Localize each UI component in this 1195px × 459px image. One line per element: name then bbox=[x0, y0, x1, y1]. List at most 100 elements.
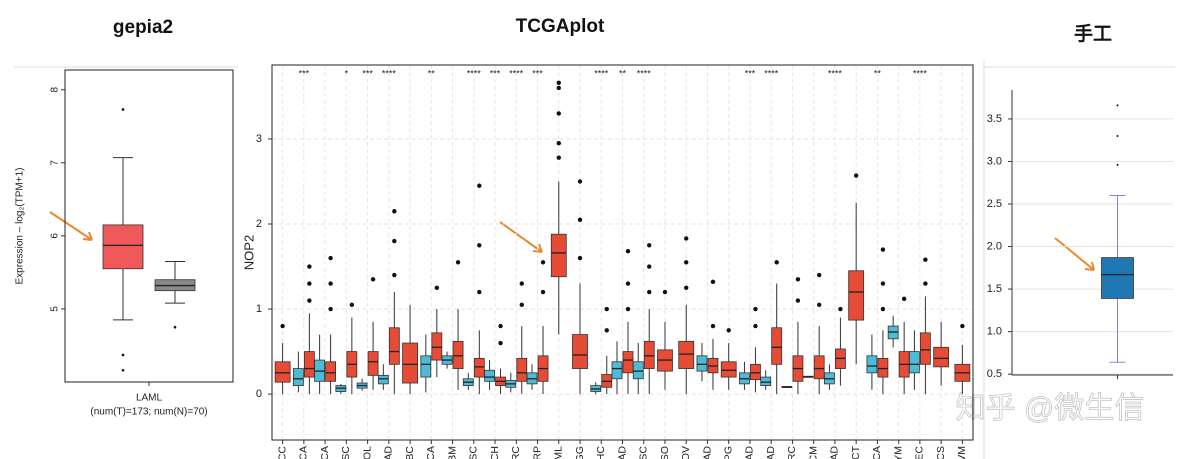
box bbox=[388, 327, 400, 365]
outlier bbox=[121, 108, 125, 111]
outlier bbox=[774, 260, 779, 265]
outlier bbox=[923, 257, 928, 262]
significance: ** bbox=[619, 68, 627, 78]
x-tick-label: MESO bbox=[659, 446, 671, 459]
x-tick-label: THYM bbox=[892, 446, 904, 459]
outlier bbox=[880, 306, 886, 312]
outlier bbox=[753, 323, 758, 329]
significance: **** bbox=[828, 68, 843, 78]
arrow bbox=[1054, 237, 1095, 271]
significance: *** bbox=[490, 68, 501, 78]
box bbox=[367, 351, 379, 376]
outlier bbox=[625, 281, 631, 286]
outlier bbox=[577, 217, 583, 222]
y-tick-label: 0.5 bbox=[987, 368, 1002, 380]
x-tick-label: UVM bbox=[956, 446, 968, 459]
significance: *** bbox=[745, 68, 756, 78]
x-tick-label: CESC bbox=[340, 446, 352, 459]
arrow bbox=[499, 221, 543, 253]
watermark: 知乎 @微生信 bbox=[956, 392, 1145, 425]
outlier bbox=[816, 302, 822, 307]
outlier bbox=[1116, 104, 1119, 107]
x-tick-label: PCPG bbox=[722, 446, 734, 459]
outlier bbox=[556, 141, 561, 146]
x-tick-label: ACC bbox=[276, 446, 288, 459]
y-tick-label: 8 bbox=[50, 87, 61, 93]
outlier bbox=[349, 302, 355, 307]
x-tick-label: SKCM bbox=[807, 446, 819, 459]
significance: **** bbox=[509, 68, 524, 78]
x-tick-label: OV bbox=[680, 446, 692, 459]
box bbox=[550, 233, 567, 278]
x-tick-label: DLBC bbox=[404, 446, 416, 459]
box bbox=[452, 340, 464, 369]
x-tick-label: STAD bbox=[829, 446, 841, 459]
outlier bbox=[710, 323, 716, 329]
significance: **** bbox=[467, 68, 482, 78]
y-tick-label: 6 bbox=[50, 233, 61, 239]
outlier bbox=[392, 238, 397, 244]
box bbox=[473, 357, 485, 378]
outlier bbox=[838, 306, 843, 312]
outlier bbox=[647, 243, 652, 248]
x-tick-label: ESCA bbox=[425, 446, 437, 459]
y-tick-label: 2.0 bbox=[987, 240, 1002, 252]
box bbox=[919, 332, 931, 365]
box bbox=[572, 334, 588, 369]
box bbox=[274, 361, 291, 383]
outlier bbox=[556, 155, 561, 160]
box bbox=[866, 355, 878, 374]
box bbox=[632, 361, 644, 380]
plot-frame bbox=[64, 69, 234, 383]
outlier bbox=[753, 306, 758, 312]
box bbox=[643, 340, 655, 369]
outlier bbox=[307, 298, 312, 303]
y-tick-label: 5 bbox=[50, 306, 61, 312]
significance: * bbox=[345, 68, 349, 78]
outlier bbox=[880, 281, 886, 286]
outlier bbox=[540, 289, 546, 295]
box bbox=[516, 357, 528, 382]
significance: **** bbox=[382, 68, 397, 78]
box bbox=[420, 355, 432, 378]
x-tick-label: KIRP bbox=[531, 446, 543, 459]
outlier bbox=[684, 285, 689, 290]
box bbox=[908, 351, 920, 374]
outlier bbox=[880, 247, 886, 252]
outlier bbox=[647, 289, 652, 295]
outlier bbox=[556, 111, 561, 116]
outlier bbox=[577, 179, 583, 184]
outlier bbox=[121, 369, 125, 372]
outlier bbox=[498, 340, 503, 346]
chart-title: 手工 bbox=[1074, 22, 1112, 45]
x-tick-label: LAML bbox=[136, 393, 163, 404]
box bbox=[720, 361, 737, 378]
outlier bbox=[328, 281, 333, 286]
box bbox=[484, 369, 495, 382]
significance: **** bbox=[594, 68, 609, 78]
outlier bbox=[519, 281, 524, 286]
x-tick-label: TGCT bbox=[850, 445, 862, 459]
outlier bbox=[307, 281, 312, 286]
outlier bbox=[816, 272, 822, 278]
outlier bbox=[625, 306, 631, 312]
box bbox=[431, 332, 443, 361]
box bbox=[771, 327, 783, 365]
x-tick-label: LGG bbox=[574, 446, 586, 459]
significance: *** bbox=[532, 68, 543, 78]
outlier bbox=[1116, 163, 1119, 166]
outlier bbox=[477, 243, 482, 248]
outlier bbox=[604, 328, 609, 333]
outlier bbox=[370, 277, 376, 282]
x-tick-label: BLCA bbox=[298, 446, 310, 459]
outlier bbox=[1116, 134, 1119, 137]
significance: **** bbox=[764, 68, 779, 78]
outlier bbox=[455, 260, 461, 265]
y-axis-label: NOP2 bbox=[241, 235, 256, 270]
box bbox=[813, 355, 825, 380]
outlier bbox=[625, 249, 631, 254]
x-tick-label: UCEC bbox=[914, 446, 926, 459]
outlier bbox=[280, 323, 285, 329]
y-tick-label: 1 bbox=[256, 303, 262, 315]
outlier bbox=[173, 325, 177, 329]
